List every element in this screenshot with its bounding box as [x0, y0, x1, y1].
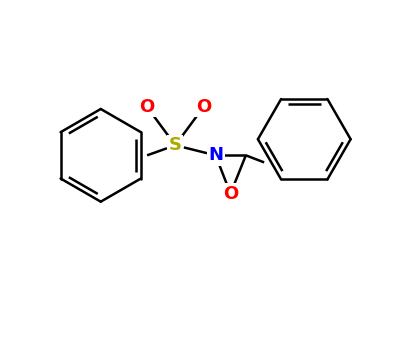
Text: N: N — [208, 146, 223, 164]
Text: S: S — [169, 136, 182, 154]
Text: O: O — [196, 98, 211, 116]
Text: O: O — [223, 185, 238, 203]
Text: O: O — [139, 98, 155, 116]
